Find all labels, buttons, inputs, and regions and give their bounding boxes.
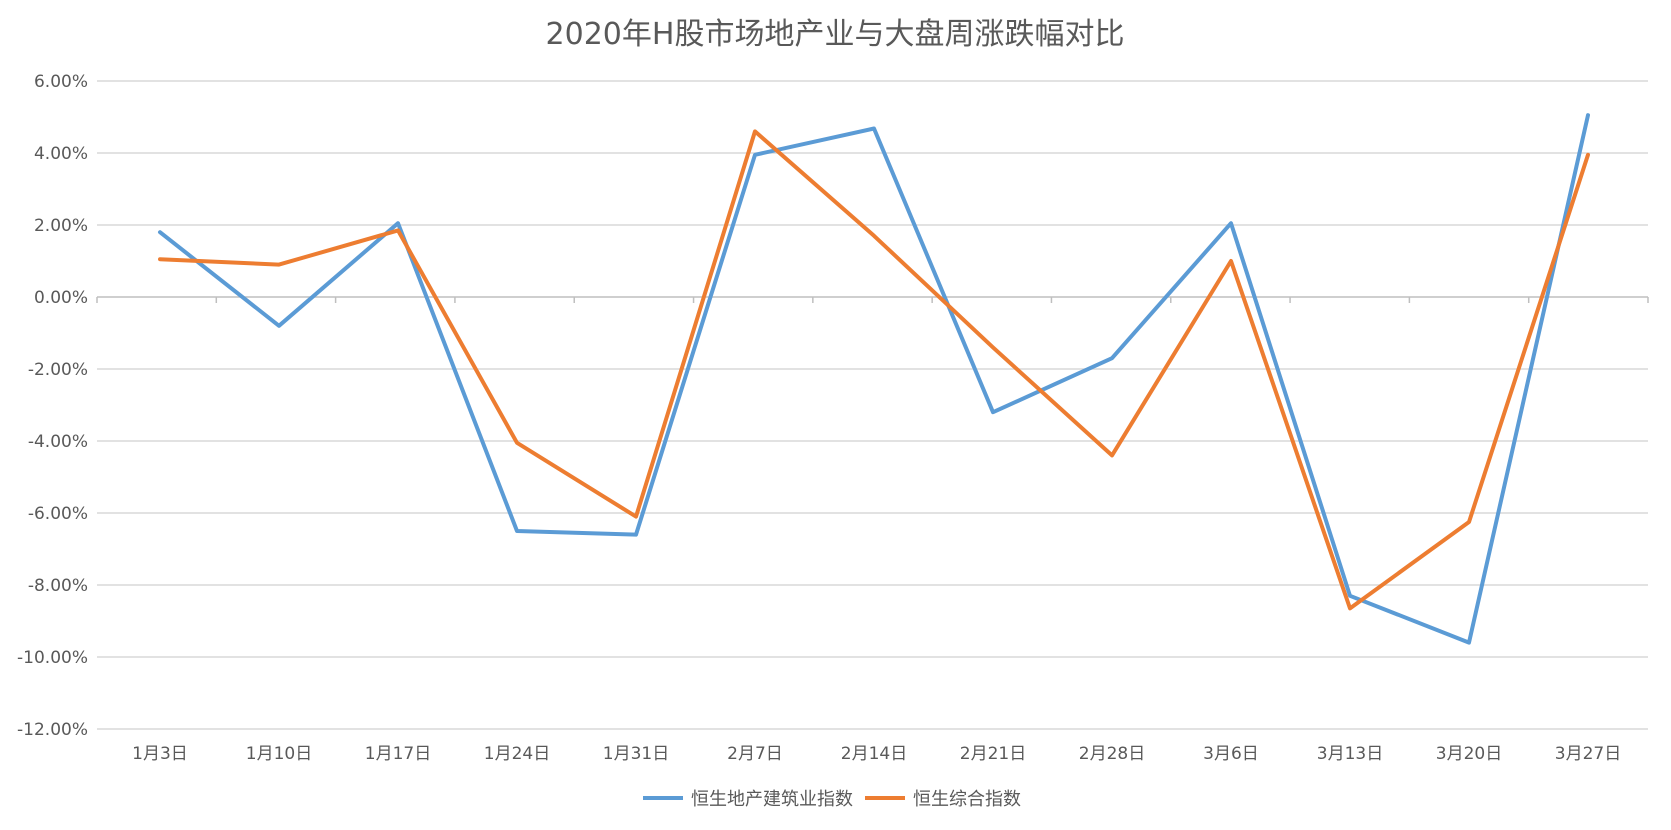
x-tick-label: 3月27日	[1555, 744, 1621, 764]
y-tick-label: -12.00%	[17, 720, 88, 740]
x-tick-label: 1月10日	[246, 744, 312, 764]
y-tick-label: -10.00%	[17, 648, 88, 668]
legend-label: 恒生地产建筑业指数	[691, 789, 853, 810]
x-tick-label: 3月20日	[1436, 744, 1502, 764]
y-tick-label: -4.00%	[28, 432, 88, 452]
y-tick-label: -6.00%	[28, 504, 88, 524]
x-tick-label: 2月14日	[841, 744, 907, 764]
x-tick-label: 1月3日	[132, 744, 188, 764]
x-tick-label: 2月7日	[727, 744, 783, 764]
x-tick-label: 1月24日	[484, 744, 550, 764]
x-tick-label: 1月31日	[603, 744, 669, 764]
y-tick-label: -2.00%	[28, 360, 88, 380]
x-tick-label: 2月28日	[1079, 744, 1145, 764]
legend-label: 恒生综合指数	[913, 789, 1021, 810]
y-tick-label: 6.00%	[34, 72, 88, 92]
legend: 恒生地产建筑业指数 恒生综合指数	[643, 789, 1021, 810]
series-layer	[158, 113, 1590, 645]
y-tick-label: 2.00%	[34, 216, 88, 236]
x-tick-label: 2月21日	[960, 744, 1026, 764]
grid-layer	[97, 80, 1648, 730]
chart-title: 2020年H股市场地产业与大盘周涨跌幅对比	[546, 17, 1125, 52]
x-tick-label: 1月17日	[365, 744, 431, 764]
series-line-1	[158, 129, 1590, 611]
x-tick-label: 3月6日	[1203, 744, 1259, 764]
y-tick-label: -8.00%	[28, 576, 88, 596]
y-axis-ticks: 6.00% 4.00% 2.00% 0.00% -2.00% -4.00% -6.00% -8…	[17, 72, 88, 740]
y-tick-label: 0.00%	[34, 288, 88, 308]
x-axis: 1月3日 1月10日 1月17日 1月24日 1月31日 2月7日 2月14日 2月21日 2月…	[96, 297, 1649, 764]
y-tick-label: 4.00%	[34, 144, 88, 164]
series-line-0	[158, 113, 1590, 645]
x-tick-label: 3月13日	[1317, 744, 1383, 764]
